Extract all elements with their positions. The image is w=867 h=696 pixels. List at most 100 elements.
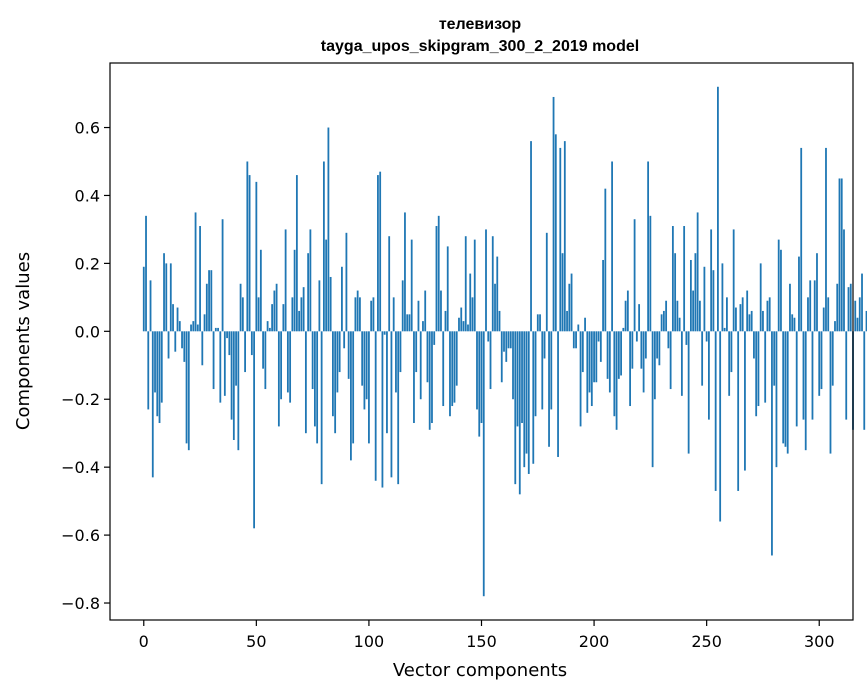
bar — [478, 331, 481, 437]
bar — [458, 317, 460, 332]
bar — [606, 331, 609, 379]
bar — [818, 331, 821, 396]
bar — [433, 331, 436, 345]
y-tick-label: 0.0 — [75, 322, 100, 341]
bar — [557, 331, 559, 457]
bar — [735, 307, 737, 332]
bar — [831, 331, 834, 386]
bar — [329, 276, 332, 332]
bar — [415, 331, 418, 373]
bar — [208, 270, 210, 332]
bar — [266, 321, 269, 332]
bar — [217, 327, 219, 332]
bar — [404, 212, 406, 332]
bar — [656, 331, 659, 359]
x-tick-label: 100 — [354, 632, 385, 651]
bar — [232, 331, 235, 440]
bar — [194, 212, 197, 332]
bar — [241, 297, 244, 332]
bar — [669, 331, 672, 390]
bar — [187, 331, 190, 451]
bar — [518, 331, 521, 495]
y-tick-label: −0.4 — [61, 458, 100, 477]
bar — [181, 331, 183, 349]
bar — [757, 331, 760, 407]
bar — [766, 300, 769, 332]
bar — [228, 331, 231, 356]
bar — [599, 331, 602, 362]
bar — [374, 331, 377, 481]
bar — [543, 331, 546, 359]
bar — [784, 331, 787, 447]
bar — [861, 273, 863, 332]
bar-series — [142, 86, 867, 597]
bar — [345, 232, 348, 332]
chart-subtitle-text: tayga_upos_skipgram_300_2_2019 model — [321, 38, 639, 55]
bar — [210, 270, 213, 332]
bar — [521, 331, 523, 424]
bar — [196, 324, 199, 332]
bar — [838, 178, 841, 332]
bar — [804, 331, 807, 451]
bar — [647, 161, 650, 332]
bar — [221, 219, 224, 332]
bar — [304, 331, 307, 434]
bar — [768, 297, 771, 332]
bar — [343, 331, 346, 349]
bar — [550, 331, 553, 410]
bar — [530, 141, 532, 332]
bar — [309, 229, 312, 332]
bar — [858, 297, 861, 332]
bar — [532, 331, 535, 464]
bar — [379, 171, 382, 332]
bar — [399, 331, 402, 373]
bar — [856, 317, 859, 332]
bar — [320, 331, 323, 485]
bar — [750, 310, 753, 332]
bar — [462, 321, 465, 332]
bar — [311, 331, 314, 390]
x-tick-label: 0 — [139, 632, 149, 651]
bar — [354, 297, 357, 332]
bar — [534, 331, 537, 417]
bar — [271, 304, 274, 332]
y-axis-label: Components values — [13, 252, 34, 430]
bar — [505, 331, 508, 362]
bar — [717, 86, 719, 332]
bar — [829, 331, 832, 454]
bar — [825, 147, 827, 332]
bar — [322, 161, 325, 332]
bar — [250, 331, 253, 356]
bar — [300, 297, 303, 332]
bar — [487, 331, 490, 342]
bar — [417, 300, 420, 332]
bar — [563, 141, 566, 332]
bar — [419, 331, 422, 400]
bar — [671, 226, 674, 332]
bar — [435, 226, 438, 332]
x-tick-label: 150 — [466, 632, 497, 651]
bar — [732, 229, 735, 332]
bar — [397, 331, 400, 485]
bar — [359, 297, 361, 332]
bar — [604, 188, 607, 332]
bar — [406, 314, 409, 332]
bar — [644, 331, 647, 359]
bar — [273, 290, 276, 332]
bar — [602, 259, 604, 332]
bar — [491, 236, 494, 332]
bar — [338, 331, 341, 373]
bar — [581, 331, 584, 373]
bar — [482, 331, 485, 597]
bar — [570, 273, 573, 332]
bar — [167, 331, 170, 359]
bar — [442, 331, 445, 407]
bar — [678, 317, 681, 332]
bar — [190, 324, 192, 332]
bar — [390, 331, 393, 478]
bar — [437, 215, 440, 332]
bar — [408, 314, 411, 332]
bar — [341, 266, 343, 332]
bar — [649, 215, 652, 332]
bar — [383, 331, 386, 335]
